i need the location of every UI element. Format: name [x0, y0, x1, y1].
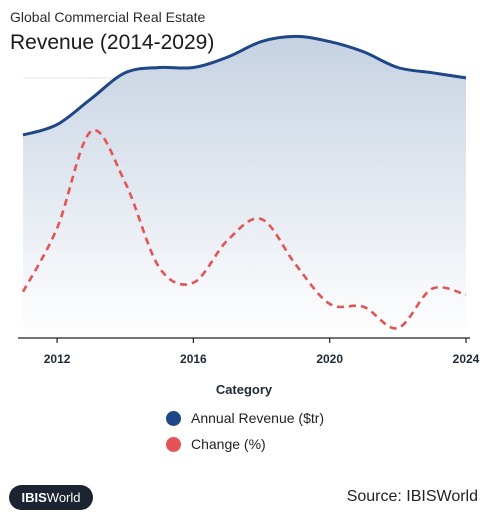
chart-supertitle: Global Commercial Real Estate — [10, 9, 206, 25]
legend-label-change: Change (%) — [191, 436, 266, 452]
legend-item-revenue[interactable]: Annual Revenue ($tr) — [166, 410, 324, 426]
change-point-12 — [430, 287, 434, 291]
change-point-0 — [21, 290, 25, 294]
change-point-3 — [123, 181, 127, 185]
ibisworld-logo: IBIS World — [9, 485, 93, 510]
change-point-10 — [362, 305, 366, 309]
change-point-13 — [464, 293, 468, 297]
x-axis-title: Category — [216, 382, 273, 397]
legend-label-revenue: Annual Revenue ($tr) — [191, 410, 325, 426]
x-tick-label-2020: 2020 — [316, 352, 343, 366]
revenue-point-10 — [362, 50, 366, 54]
change-point-4 — [157, 266, 161, 270]
revenue-point-5 — [191, 66, 195, 70]
revenue-point-11 — [396, 66, 400, 70]
revenue-line — [22, 34, 467, 137]
revenue-point-12 — [430, 71, 434, 75]
x-tick-label-2016: 2016 — [180, 352, 207, 366]
logo-bold-text: IBIS — [21, 490, 47, 505]
change-point-8 — [294, 263, 298, 267]
change-point-7 — [260, 217, 264, 221]
x-tick-label-2012: 2012 — [44, 352, 71, 366]
source-note: Source: IBISWorld — [346, 488, 478, 505]
revenue-point-2 — [89, 97, 93, 101]
revenue-point-7 — [260, 40, 264, 44]
x-tick-label-2024: 2024 — [453, 352, 480, 366]
legend-dot-icon — [166, 410, 181, 426]
logo-text: World — [46, 490, 81, 505]
change-point-9 — [328, 302, 332, 306]
revenue-point-1 — [55, 123, 59, 127]
change-point-2 — [89, 129, 93, 133]
revenue-point-6 — [225, 55, 229, 59]
revenue-point-8 — [294, 34, 298, 38]
change-line — [21, 128, 467, 330]
revenue-point-4 — [157, 66, 161, 70]
revenue-point-13 — [464, 76, 468, 80]
change-point-1 — [55, 226, 59, 230]
change-point-5 — [191, 281, 195, 285]
revenue-chart: 2012 2016 2020 2024 Category — [18, 34, 480, 397]
chart-title: Revenue (2014-2029) — [10, 31, 215, 54]
legend-dot-icon — [166, 436, 181, 452]
revenue-point-3 — [123, 71, 127, 75]
revenue-area — [23, 36, 466, 339]
change-point-11 — [396, 326, 400, 330]
revenue-point-9 — [328, 40, 332, 44]
legend-item-change[interactable]: Change (%) — [166, 436, 266, 452]
revenue-point-0 — [21, 133, 25, 137]
change-point-6 — [225, 238, 229, 242]
